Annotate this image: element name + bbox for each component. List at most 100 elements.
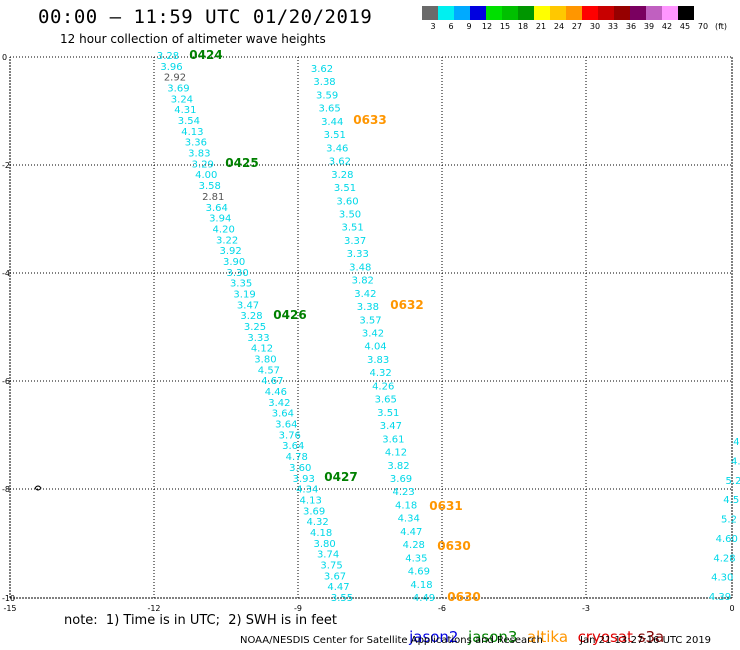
wave-height-value: 3.42 bbox=[362, 329, 384, 340]
wave-height-value: 3.38 bbox=[357, 302, 379, 313]
wave-height-value: 3.75 bbox=[320, 560, 342, 571]
wave-height-value: 3.29 bbox=[192, 159, 214, 170]
wave-height-value: 3.82 bbox=[387, 461, 409, 472]
y-tick-label: -8 bbox=[2, 485, 10, 494]
wave-height-value: 4.46 bbox=[265, 387, 287, 398]
wave-height-value: 3.33 bbox=[247, 333, 269, 344]
color-scale-label: 18 bbox=[517, 22, 529, 31]
wave-height-value: 4.20 bbox=[213, 224, 235, 235]
wave-height-value: 4.78 bbox=[286, 452, 308, 463]
wave-height-value: 3.33 bbox=[347, 249, 369, 260]
wave-height-value: 3.96 bbox=[160, 62, 182, 73]
color-swatch bbox=[678, 6, 694, 20]
color-swatch bbox=[614, 6, 630, 20]
wave-height-value: 3.83 bbox=[367, 355, 389, 366]
wave-height-value: 3.28 bbox=[157, 51, 179, 62]
x-tick-label: -12 bbox=[147, 604, 160, 613]
color-swatch bbox=[630, 6, 646, 20]
wave-height-value: 3.64 bbox=[272, 409, 294, 420]
wave-height-value: 2.92 bbox=[164, 73, 186, 84]
wave-height-value: 3.69 bbox=[390, 474, 412, 485]
wave-height-value: 4.13 bbox=[300, 495, 322, 506]
x-tick-label: -3 bbox=[582, 604, 590, 613]
color-scale-label: 15 bbox=[499, 22, 511, 31]
wave-height-value: 3.38 bbox=[313, 77, 335, 88]
legend-jason3: jason3 bbox=[468, 628, 518, 646]
y-tick-label: -2 bbox=[2, 161, 10, 170]
wave-height-value: 3.28 bbox=[240, 311, 262, 322]
color-swatch bbox=[502, 6, 518, 20]
wave-height-value: 3.82 bbox=[352, 276, 374, 287]
wave-height-value: 3.57 bbox=[359, 315, 381, 326]
y-tick-label: -4 bbox=[2, 269, 10, 278]
wave-height-value: 4.57 bbox=[258, 365, 280, 376]
wave-height-value: 3.36 bbox=[185, 138, 207, 149]
color-scale-label: 36 bbox=[625, 22, 637, 31]
color-swatch bbox=[486, 6, 502, 20]
wave-height-value: 3.25 bbox=[244, 322, 266, 333]
wave-height-value: 5.2 bbox=[726, 476, 740, 487]
color-scale-label: 24 bbox=[553, 22, 565, 31]
color-swatch bbox=[470, 6, 486, 20]
x-tick-label: -15 bbox=[3, 604, 16, 613]
wave-height-value: 3.74 bbox=[317, 550, 339, 561]
footer-credit: NOAA/NESDIS Center for Satellite Applica… bbox=[240, 635, 543, 646]
wave-height-value: 3.47 bbox=[380, 421, 402, 432]
wave-height-value: 4.26 bbox=[372, 381, 394, 392]
color-swatch bbox=[438, 6, 454, 20]
plot-frame bbox=[9, 56, 733, 599]
wave-height-value: 4.12 bbox=[385, 448, 407, 459]
wave-height-value: 3.60 bbox=[336, 196, 358, 207]
wave-height-value: 3.94 bbox=[209, 214, 231, 225]
wave-height-value: 3.51 bbox=[334, 183, 356, 194]
wave-height-value: 3.19 bbox=[233, 289, 255, 300]
wave-height-value: 4.12 bbox=[251, 344, 273, 355]
wave-height-value: 4.00 bbox=[195, 170, 217, 181]
color-scale-label: 33 bbox=[607, 22, 619, 31]
wave-height-value: 3.42 bbox=[354, 289, 376, 300]
orbit-pass-label: 0630 bbox=[447, 590, 480, 604]
wave-height-value: 3.80 bbox=[254, 355, 276, 366]
wave-height-value: 4.49 bbox=[413, 593, 435, 604]
wave-height-value: 3.83 bbox=[188, 149, 210, 160]
color-swatch bbox=[422, 6, 438, 20]
y-tick-label: -10 bbox=[2, 594, 15, 603]
wave-height-value: 4.28 bbox=[403, 540, 425, 551]
wave-height-value: 4.67 bbox=[261, 376, 283, 387]
color-scale-label: 27 bbox=[571, 22, 583, 31]
x-tick-label: -6 bbox=[438, 604, 446, 613]
wave-height-value: 3.69 bbox=[303, 506, 325, 517]
wave-height-value: 3.48 bbox=[349, 262, 371, 273]
wave-height-value: 4.18 bbox=[395, 500, 417, 511]
wave-height-value: 3.65 bbox=[375, 395, 397, 406]
wave-height-value: 4.39 bbox=[709, 592, 731, 603]
wave-height-value: 4.47 bbox=[327, 582, 349, 593]
wave-height-value: 3.42 bbox=[268, 398, 290, 409]
wave-height-value: 3.58 bbox=[199, 181, 221, 192]
wave-height-value: 4.04 bbox=[364, 342, 386, 353]
wave-height-value: 4.34 bbox=[398, 514, 420, 525]
wave-height-value: 3.28 bbox=[331, 170, 353, 181]
color-swatch bbox=[550, 6, 566, 20]
wave-height-value: 3.64 bbox=[282, 441, 304, 452]
wave-height-value: 3.24 bbox=[171, 94, 193, 105]
wave-height-value: 4.47 bbox=[400, 527, 422, 538]
wave-height-value: 3.30 bbox=[226, 268, 248, 279]
color-scale-label: 39 bbox=[643, 22, 655, 31]
legend-cryosat: cryosat bbox=[577, 628, 633, 646]
color-scale-label: 9 bbox=[466, 22, 472, 31]
color-scale-label: 6 bbox=[448, 22, 454, 31]
wave-height-value: 3.50 bbox=[339, 209, 361, 220]
wave-height-value: 4.60 bbox=[716, 534, 738, 545]
wave-height-value: 4. bbox=[731, 456, 740, 467]
orbit-pass-label: 0424 bbox=[189, 48, 222, 62]
legend-s3a: s3a bbox=[637, 628, 665, 646]
color-swatch bbox=[566, 6, 582, 20]
wave-height-value: 3.59 bbox=[316, 90, 338, 101]
wave-height-value: 3.60 bbox=[289, 463, 311, 474]
wave-height-value: 4.5 bbox=[723, 495, 739, 506]
wave-height-value: 4.32 bbox=[370, 368, 392, 379]
wave-height-value: 3.55 bbox=[331, 593, 353, 604]
